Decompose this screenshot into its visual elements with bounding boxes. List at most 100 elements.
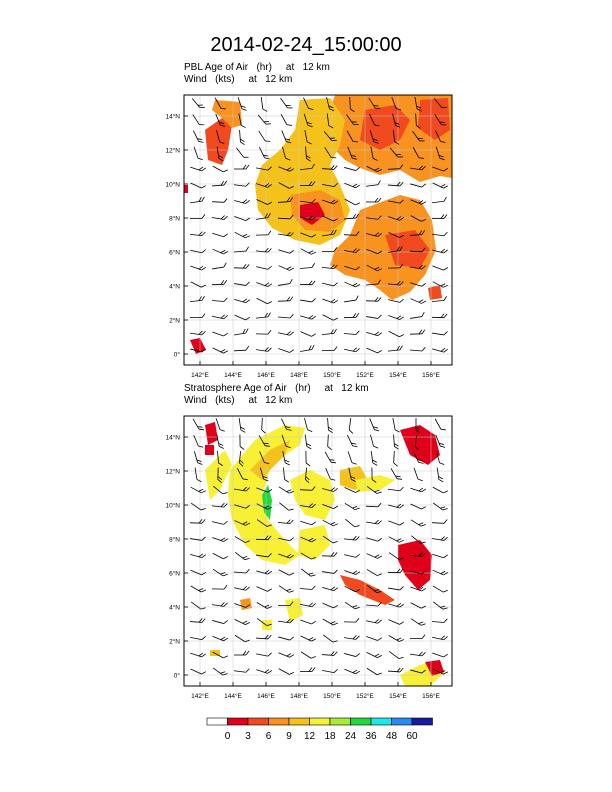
wind-barb bbox=[192, 114, 205, 126]
wind-barb bbox=[344, 182, 361, 189]
lon-tick-label: 156°E bbox=[422, 371, 440, 379]
wind-barb bbox=[256, 669, 273, 674]
wind-barb bbox=[299, 486, 316, 491]
wind-barb bbox=[214, 97, 226, 110]
wind-barb bbox=[414, 434, 420, 451]
wind-barb bbox=[300, 248, 316, 255]
wind-barb bbox=[387, 181, 404, 187]
wind-barb bbox=[388, 246, 403, 253]
wind-barb bbox=[278, 553, 295, 559]
wind-barb bbox=[347, 434, 358, 448]
lon-tick-label: 152°E bbox=[356, 371, 374, 379]
wind-barb bbox=[391, 97, 402, 111]
wind-barb bbox=[190, 536, 206, 541]
wind-barb bbox=[300, 651, 316, 659]
panel-2-map: 14°N 12°N 10°N 8°N 6°N 4°N 2°N 0° 142°E 144°E 146°… bbox=[165, 415, 453, 701]
wind-barb bbox=[234, 199, 250, 204]
wind-barb bbox=[431, 296, 447, 302]
colorbar-swatch bbox=[411, 717, 433, 726]
lon-tick-label: 154°E bbox=[389, 692, 407, 700]
wind-barb bbox=[431, 618, 448, 623]
wind-barb bbox=[414, 97, 422, 112]
colorbar-swatch bbox=[247, 717, 269, 726]
wind-barb bbox=[277, 601, 294, 607]
colorbar-label: 9 bbox=[286, 731, 292, 742]
age-field bbox=[240, 598, 252, 610]
wind-barb bbox=[233, 569, 250, 574]
wind-barb bbox=[435, 434, 446, 448]
wind-barb bbox=[234, 603, 251, 608]
wind-barb bbox=[299, 280, 316, 286]
wind-barb bbox=[410, 311, 425, 319]
lon-tick-label: 154°E bbox=[389, 371, 407, 379]
colorbar-swatch bbox=[350, 717, 372, 726]
wind-barb bbox=[260, 96, 268, 112]
age-field bbox=[418, 98, 450, 140]
wind-barb bbox=[212, 602, 228, 607]
panel-2-line2: Wind (kts) at 12 km bbox=[184, 395, 293, 406]
lat-tick-label: 6°N bbox=[169, 249, 180, 257]
wind-barb bbox=[409, 329, 426, 335]
wind-barb bbox=[432, 585, 448, 593]
age-field bbox=[300, 202, 325, 225]
wind-barb bbox=[388, 586, 404, 591]
wind-barb bbox=[259, 451, 270, 465]
panel-2-ticks: 14°N 12°N 10°N 8°N 6°N 4°N 2°N 0° 142°E 144°E 146°… bbox=[165, 434, 440, 701]
wind-barb bbox=[300, 503, 316, 508]
wind-barb bbox=[432, 668, 449, 675]
age-field bbox=[205, 118, 232, 165]
wind-barb bbox=[325, 467, 336, 481]
wind-barb bbox=[409, 347, 426, 352]
wind-barb bbox=[212, 568, 228, 577]
wind-barb bbox=[257, 114, 271, 125]
colorbar: 0 3 6 9 12 18 24 36 48 60 bbox=[206, 717, 433, 742]
lon-tick-label: 148°E bbox=[290, 371, 308, 379]
wind-barb bbox=[217, 467, 223, 483]
wind-barb bbox=[236, 147, 249, 158]
lon-tick-label: 148°E bbox=[290, 692, 308, 700]
wind-barb bbox=[255, 634, 272, 640]
wind-barb bbox=[370, 146, 378, 161]
wind-barb bbox=[392, 129, 400, 145]
colorbar-swatch bbox=[309, 717, 331, 726]
wind-barb bbox=[324, 451, 337, 464]
wind-barb bbox=[366, 197, 382, 203]
wind-barb bbox=[234, 504, 251, 509]
wind-barb bbox=[344, 167, 360, 171]
wind-barb bbox=[278, 278, 293, 286]
wind-barb bbox=[304, 467, 310, 484]
wind-barb bbox=[366, 569, 382, 576]
wind-barb bbox=[433, 601, 448, 610]
wind-barb bbox=[256, 586, 273, 592]
wind-barb bbox=[305, 450, 311, 467]
wind-barb bbox=[277, 519, 294, 525]
wind-barb bbox=[321, 264, 338, 270]
wind-barb bbox=[278, 486, 294, 494]
wind-barb bbox=[281, 418, 292, 431]
wind-barb bbox=[304, 418, 313, 433]
age-field bbox=[184, 185, 188, 193]
lon-tick-label: 144°E bbox=[224, 371, 242, 379]
wind-barb bbox=[190, 265, 207, 271]
wind-barb bbox=[367, 584, 382, 594]
wind-barb bbox=[410, 618, 426, 626]
wind-barb bbox=[299, 585, 316, 590]
panel-2-frame bbox=[183, 415, 453, 687]
wind-barb bbox=[431, 519, 448, 524]
wind-barb bbox=[370, 434, 379, 449]
wind-barb bbox=[322, 298, 339, 304]
colorbar-label: 12 bbox=[304, 731, 316, 742]
wind-barb bbox=[282, 146, 291, 161]
wind-barb bbox=[256, 487, 273, 493]
panel-1-fields bbox=[184, 95, 452, 354]
colorbar-label: 60 bbox=[406, 731, 418, 742]
wind-barb bbox=[322, 229, 337, 237]
wind-barb bbox=[344, 601, 360, 610]
wind-barb bbox=[278, 166, 295, 172]
wind-barb bbox=[278, 668, 294, 675]
wind-barb bbox=[343, 617, 360, 623]
wind-barb bbox=[256, 265, 272, 270]
wind-barb bbox=[392, 418, 400, 433]
wind-barb bbox=[234, 314, 251, 321]
age-field bbox=[400, 425, 440, 465]
